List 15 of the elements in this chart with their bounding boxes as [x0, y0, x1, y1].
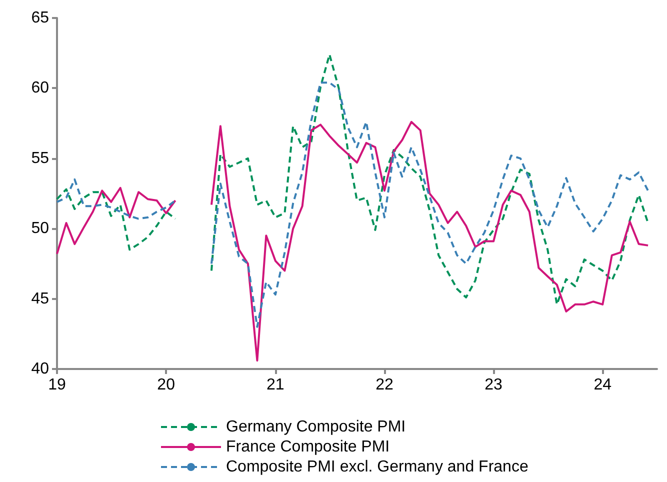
x-tick-label: 24	[594, 376, 612, 394]
legend-label: France Composite PMI	[226, 438, 390, 456]
y-tick-label: 50	[31, 220, 50, 238]
x-tick-label: 23	[484, 376, 503, 394]
y-tick-label: 60	[31, 80, 50, 97]
y-tick-label: 55	[31, 150, 50, 167]
x-tick-label: 22	[376, 376, 394, 394]
y-tick-label: 65	[31, 10, 50, 26]
x-tick-label: 20	[157, 376, 176, 394]
x-tick-label: 19	[48, 376, 66, 394]
y-tick-label: 40	[31, 360, 50, 378]
y-tick-label: 45	[31, 290, 50, 308]
x-tick-label: 21	[266, 376, 284, 394]
legend-label: Composite PMI excl. Germany and France	[226, 458, 528, 476]
legend-label: Germany Composite PMI	[226, 418, 406, 436]
